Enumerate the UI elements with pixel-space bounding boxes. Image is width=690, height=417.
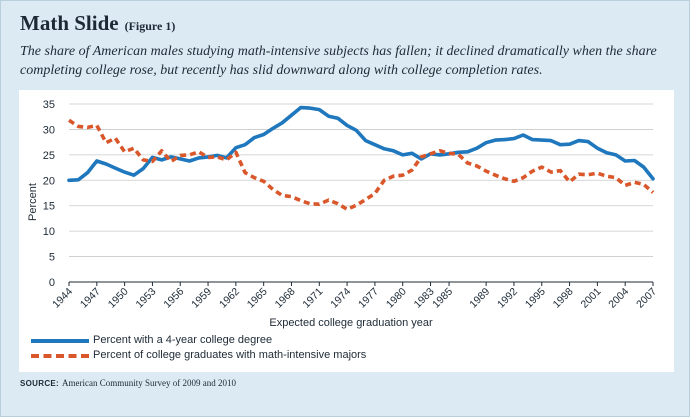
x-tick-label: 1947: [78, 286, 103, 311]
y-tick-label: 5: [49, 252, 55, 264]
x-tick-label: 1980: [384, 286, 409, 311]
x-tick-label: 1974: [328, 286, 353, 311]
x-tick-label: 1962: [217, 286, 242, 311]
x-tick-label: 1965: [245, 286, 270, 311]
x-tick-label: 2007: [634, 286, 659, 311]
x-tick-label: 1989: [467, 286, 492, 311]
y-tick-label: 10: [43, 226, 55, 238]
figure-title: Math Slide: [20, 11, 119, 35]
x-tick-label: 1968: [273, 286, 298, 311]
x-tick-label: 1998: [551, 286, 576, 311]
x-tick-label: 1953: [134, 286, 159, 311]
y-axis-label: Percent: [27, 183, 39, 221]
x-tick-label: 1944: [50, 286, 75, 311]
y-tick-label: 15: [43, 201, 55, 213]
x-tick-label: 1977: [356, 286, 381, 311]
y-tick-label: 30: [43, 124, 55, 136]
legend-label-degree: Percent with a 4-year college degree: [93, 334, 273, 346]
x-tick-label: 1995: [523, 286, 548, 311]
x-tick-label: 1959: [189, 286, 214, 311]
y-tick-label: 0: [49, 277, 55, 289]
x-tick-label: 1956: [161, 286, 186, 311]
x-tick-label: 1992: [495, 286, 520, 311]
chart-panel: 0 5 10 15 20 25 30 35 1944 1947 1950 1953 1956 1959 1…: [19, 90, 674, 372]
x-tick-label: 2001: [578, 286, 603, 311]
figure-number: (Figure 1): [124, 19, 176, 33]
source-note: SOURCE: American Community Survey of 2009…: [20, 378, 236, 388]
legend-swatch-solid: [31, 339, 89, 343]
x-tick-label: 1985: [430, 286, 455, 311]
series-line-college-degree: [67, 105, 655, 183]
figure-header: Math Slide (Figure 1): [20, 11, 175, 36]
x-tick-label: 2004: [606, 286, 631, 311]
source-label: SOURCE:: [20, 379, 59, 388]
figure-subtitle: The share of American males studying mat…: [20, 44, 657, 78]
y-tick-label: 35: [43, 99, 55, 111]
x-tick-label: 1950: [106, 286, 131, 311]
y-tick-label: 20: [43, 175, 55, 187]
legend-swatch-dashed: [31, 354, 89, 358]
source-text: American Community Survey of 2009 and 20…: [62, 378, 236, 388]
series-line-math-majors: [68, 118, 655, 212]
legend-label-math: Percent of college graduates with math-i…: [93, 349, 367, 361]
x-axis-label: Expected college graduation year: [269, 317, 433, 329]
y-tick-label: 25: [43, 150, 55, 162]
x-tick-label: 1971: [300, 286, 325, 311]
